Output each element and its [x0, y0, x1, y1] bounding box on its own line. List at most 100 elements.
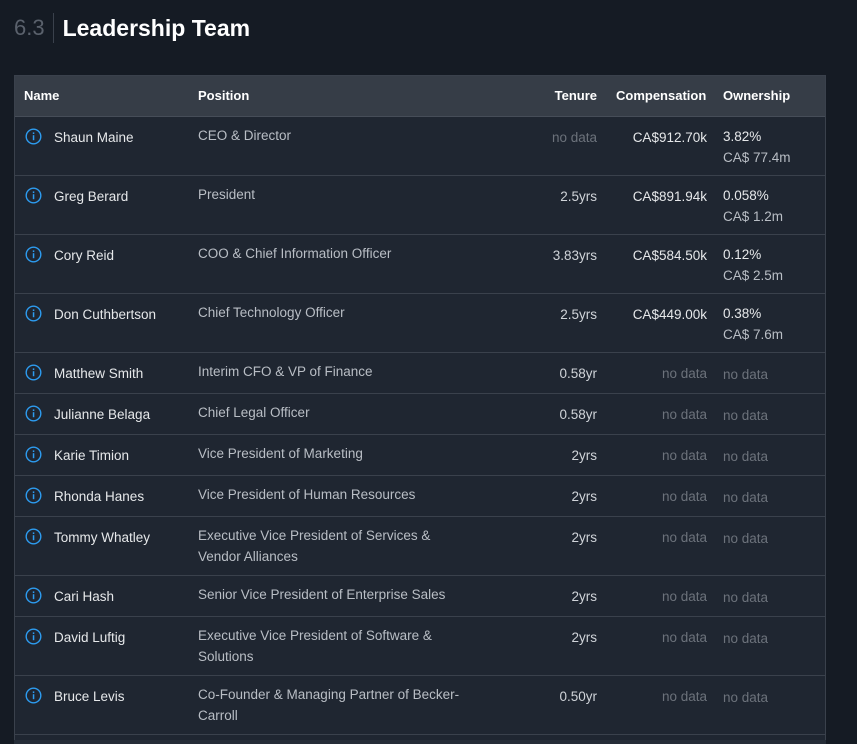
info-icon[interactable] [25, 305, 42, 322]
leader-tenure: 0.50yr [559, 689, 597, 704]
column-header-tenure[interactable]: Tenure [554, 88, 597, 103]
ownership-percent: 3.82% [723, 129, 762, 144]
leader-ownership: no data [723, 364, 768, 385]
leader-compensation: no data [661, 489, 707, 504]
leader-tenure: no data [551, 130, 597, 145]
leader-tenure: 2yrs [571, 530, 597, 545]
section-header: 6.3 Leadership Team [14, 12, 250, 44]
ownership-percent: no data [723, 590, 769, 605]
info-icon[interactable] [25, 587, 42, 604]
leader-position: CEO & Director [198, 128, 292, 143]
info-icon[interactable] [25, 687, 42, 704]
leader-name: David Luftig [54, 630, 126, 645]
info-icon[interactable] [25, 364, 42, 381]
section-number: 6.3 [14, 13, 54, 43]
info-icon[interactable] [25, 528, 42, 545]
leader-ownership: 0.058% CA$ 1.2m [723, 185, 783, 227]
table-row[interactable]: Julianne Belaga Chief Legal Officer 0.58yr… [15, 394, 825, 435]
leader-compensation: no data [661, 448, 707, 463]
leader-compensation: CA$891.94k [632, 189, 707, 204]
leader-name: Cari Hash [54, 589, 115, 604]
leader-name: Cory Reid [54, 248, 115, 263]
leader-position: Senior Vice President of Enterprise Sale… [198, 587, 446, 602]
leader-tenure: 3.83yrs [552, 248, 597, 263]
table-row[interactable]: Tommy Whatley Executive Vice President of… [15, 517, 825, 576]
leader-tenure: 2.5yrs [560, 189, 597, 204]
leader-ownership: no data [723, 405, 768, 426]
leader-name: Matthew Smith [54, 366, 144, 381]
ownership-percent: no data [723, 690, 769, 705]
ownership-percent: no data [723, 367, 769, 382]
info-icon[interactable] [25, 187, 42, 204]
ownership-percent: no data [723, 631, 769, 646]
table-row[interactable]: Rhonda Hanes Vice President of Human Reso… [15, 476, 825, 517]
leader-name: Don Cuthbertson [54, 307, 157, 322]
table-row[interactable]: Bruce Levis Co-Founder & Managing Partner… [15, 676, 825, 735]
column-header-position[interactable]: Position [198, 88, 250, 103]
ownership-value: CA$ 1.2m [723, 209, 784, 224]
leader-name: Rhonda Hanes [54, 489, 145, 504]
leader-ownership: no data [723, 446, 768, 467]
leader-tenure: 2yrs [571, 589, 597, 604]
table-row[interactable]: Don Cuthbertson Chief Technology Officer 2… [15, 294, 825, 353]
info-icon[interactable] [25, 246, 42, 263]
leader-tenure: 0.58yr [559, 407, 597, 422]
leader-position: Executive Vice President of Services & V… [198, 528, 431, 564]
table-row[interactable]: Greg Berard President 2.5yrs CA$891.94k 0.05… [15, 176, 825, 235]
table-row[interactable]: Cory Reid COO & Chief Information Officer… [15, 235, 825, 294]
table-row[interactable]: Shaun Maine CEO & Director no data CA$912.7… [15, 117, 825, 176]
leader-compensation: no data [661, 366, 707, 381]
leader-compensation: no data [661, 530, 707, 545]
leader-compensation: no data [661, 407, 707, 422]
leader-name: Bruce Levis [54, 689, 125, 704]
section-title: Leadership Team [62, 15, 251, 41]
leader-ownership: 3.82% CA$ 77.4m [723, 126, 791, 168]
leader-compensation: CA$912.70k [632, 130, 707, 145]
info-icon[interactable] [25, 628, 42, 645]
leader-ownership: 0.12% CA$ 2.5m [723, 244, 783, 286]
leader-compensation: no data [661, 589, 707, 604]
ownership-percent: no data [723, 490, 769, 505]
leader-tenure: 2yrs [571, 448, 597, 463]
ownership-percent: 0.38% [723, 306, 762, 321]
ownership-value: CA$ 7.6m [723, 327, 784, 342]
leader-ownership: no data [723, 628, 768, 649]
leader-position: Vice President of Marketing [198, 446, 363, 461]
ownership-percent: no data [723, 408, 769, 423]
leader-tenure: 0.58yr [559, 366, 597, 381]
leader-ownership: no data [723, 528, 768, 549]
table-row[interactable]: Karie Timion Vice President of Marketing 2… [15, 435, 825, 476]
ownership-percent: 0.12% [723, 247, 762, 262]
leader-tenure: 2.5yrs [560, 307, 597, 322]
leader-position: Interim CFO & VP of Finance [198, 364, 373, 379]
leader-position: Co-Founder & Managing Partner of Becker-… [198, 687, 460, 723]
column-header-name[interactable]: Name [24, 88, 60, 103]
leader-position: Chief Legal Officer [198, 405, 310, 420]
leader-compensation: CA$449.00k [632, 307, 707, 322]
leader-name: Karie Timion [54, 448, 130, 463]
ownership-value: CA$ 77.4m [723, 150, 791, 165]
table-row[interactable]: Matthew Smith Interim CFO & VP of Finance… [15, 353, 825, 394]
leader-name: Shaun Maine [54, 130, 134, 145]
leader-compensation: no data [661, 630, 707, 645]
info-icon[interactable] [25, 487, 42, 504]
column-header-compensation[interactable]: Compensation [616, 88, 707, 103]
leader-position: Chief Technology Officer [198, 305, 345, 320]
leader-ownership: no data [723, 687, 768, 708]
leader-name: Greg Berard [54, 189, 129, 204]
info-icon[interactable] [25, 446, 42, 463]
table-row[interactable]: Cari Hash Senior Vice President of Enterp… [15, 576, 825, 617]
leader-position: Executive Vice President of Software & S… [198, 628, 432, 664]
column-header-ownership[interactable]: Ownership [723, 88, 791, 103]
leader-ownership: no data [723, 487, 768, 508]
leader-compensation: no data [661, 689, 707, 704]
ownership-percent: no data [723, 449, 769, 464]
table-header: Name Position Tenure Compensation Owners… [15, 76, 825, 117]
leader-position: Vice President of Human Resources [198, 487, 416, 502]
leadership-table: Name Position Tenure Compensation Owners… [14, 75, 826, 744]
leader-compensation: CA$584.50k [632, 248, 707, 263]
table-row[interactable]: David Luftig Executive Vice President of … [15, 617, 825, 676]
ownership-percent: no data [723, 531, 769, 546]
info-icon[interactable] [25, 128, 42, 145]
info-icon[interactable] [25, 405, 42, 422]
